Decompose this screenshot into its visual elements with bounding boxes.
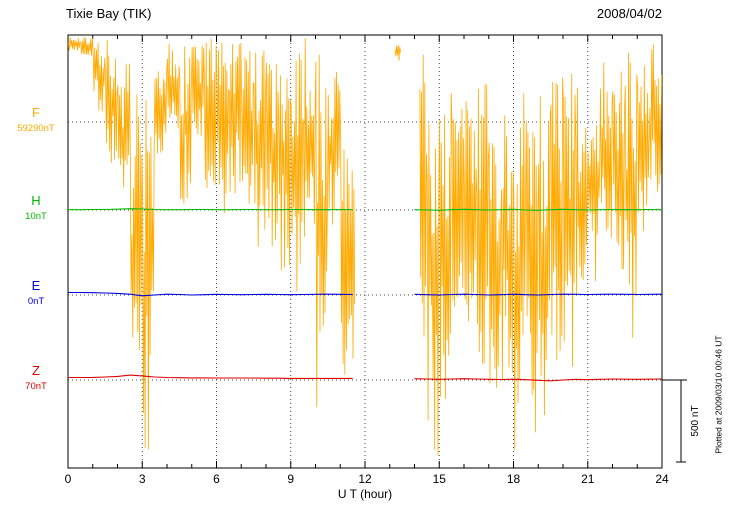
- station-title: Tixie Bay (TIK): [66, 6, 152, 21]
- x-tick-label: 9: [287, 472, 294, 486]
- trace-H: [414, 208, 662, 211]
- trace-H: [68, 208, 353, 211]
- x-tick-label: 21: [581, 472, 595, 486]
- x-tick-label: 24: [655, 472, 669, 486]
- trace-label-E: E: [31, 278, 41, 293]
- trace-F: [68, 36, 356, 450]
- trace-baseline-H: 10nT: [25, 211, 47, 222]
- trace-label-H: H: [31, 193, 41, 208]
- traces: [68, 36, 662, 456]
- trace-E: [414, 293, 662, 296]
- trace-F: [419, 43, 662, 456]
- x-tick-label: 15: [433, 472, 447, 486]
- x-tick-label: 0: [65, 472, 72, 486]
- trace-E: [68, 291, 353, 297]
- trace-label-Z: Z: [32, 363, 40, 378]
- plot-border: [67, 34, 663, 469]
- plotted-at-note: Plotted at 2009/03/10 00:46 UT: [713, 335, 724, 454]
- plot-date: 2008/04/02: [596, 6, 662, 21]
- trace-baseline-F: 59290nT: [17, 123, 55, 134]
- trace-label-F: F: [32, 105, 40, 120]
- x-tick-label: 6: [213, 472, 220, 486]
- scale-bar-label: 500 nT: [690, 405, 701, 437]
- x-axis-label: U T (hour): [337, 487, 393, 501]
- x-tick-label: 12: [358, 472, 372, 486]
- x-tick-label: 18: [507, 472, 521, 486]
- trace-baseline-E: 0nT: [27, 296, 45, 307]
- x-tick-label: 3: [139, 472, 146, 486]
- trace-Z: [414, 378, 662, 382]
- trace-Z: [68, 374, 353, 379]
- trace-F: [394, 44, 401, 61]
- trace-baseline-Z: 70nT: [25, 381, 47, 392]
